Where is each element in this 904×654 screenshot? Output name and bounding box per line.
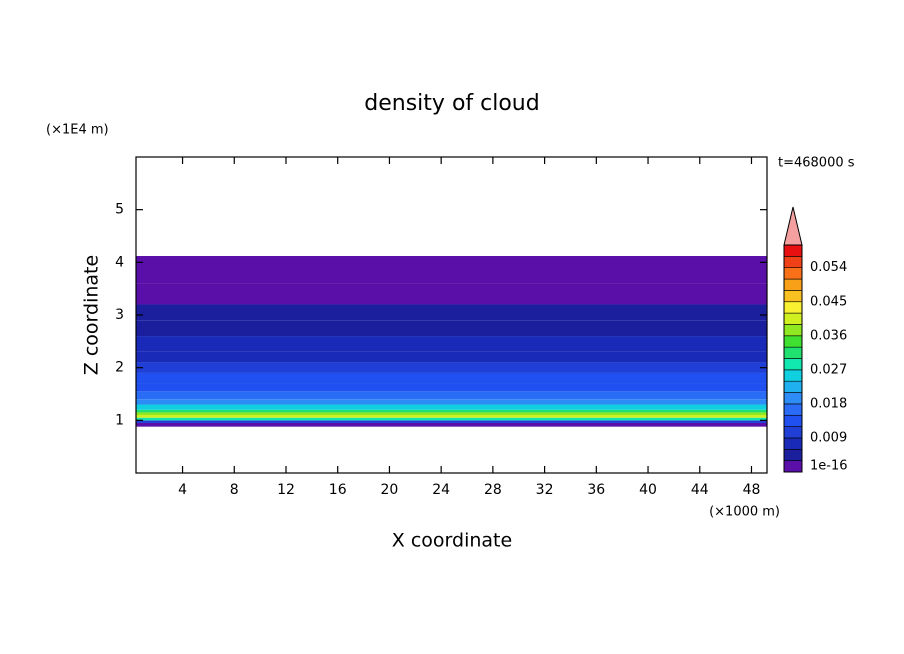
contour-band	[136, 409, 767, 413]
contour-band	[136, 362, 767, 373]
colorbar-label: 0.036	[810, 328, 847, 343]
colorbar-box	[783, 358, 803, 371]
x-tick-label: 36	[587, 482, 605, 498]
chart-title: density of cloud	[364, 91, 539, 116]
contour-band	[136, 256, 767, 284]
colorbar-box	[783, 403, 803, 416]
colorbar-box	[783, 335, 803, 348]
x-tick-label: 40	[639, 482, 657, 498]
y-tick-label: 2	[115, 360, 124, 376]
contour-band	[136, 412, 767, 416]
contour-band	[136, 351, 767, 363]
contour-band	[136, 420, 767, 423]
contour-band	[136, 391, 767, 400]
colorbar-box	[783, 369, 803, 382]
y-axis-label: Z coordinate	[81, 255, 103, 375]
colorbar-label: 0.054	[810, 260, 847, 275]
colorbar-box	[783, 460, 803, 473]
x-tick-label: 8	[230, 482, 239, 498]
colorbar-frame	[783, 244, 803, 473]
x-tick-label: 48	[743, 482, 761, 498]
contour-band	[136, 399, 767, 405]
contour-band	[136, 415, 767, 418]
colorbar-box	[783, 256, 803, 269]
colorbar-box	[783, 290, 803, 303]
y-tick-label: 1	[115, 412, 124, 428]
x-unit: (×1000 m)	[709, 505, 780, 520]
colorbar-box	[783, 267, 803, 280]
contour-band	[136, 372, 767, 384]
y-unit: (×1E4 m)	[46, 123, 109, 138]
y-tick-label: 5	[115, 202, 124, 218]
x-axis-label: X coordinate	[392, 530, 512, 552]
x-tick-label: 12	[277, 482, 295, 498]
contour-band	[136, 283, 767, 305]
colorbar-overflow	[783, 206, 803, 246]
colorbar-box	[783, 312, 803, 325]
colorbar-box	[783, 414, 803, 427]
x-tick-label: 4	[178, 482, 187, 498]
colorbar-label: 0.045	[810, 294, 847, 309]
colorbar-label: 1e-16	[810, 459, 848, 474]
colorbar-box	[783, 392, 803, 405]
colorbar-box	[783, 448, 803, 461]
x-tick-label: 20	[381, 482, 399, 498]
contour-band	[136, 320, 767, 337]
colorbar-label: 0.018	[810, 396, 847, 411]
colorbar-box	[783, 301, 803, 314]
x-tick-label: 24	[432, 482, 450, 498]
colorbar-label: 0.027	[810, 362, 847, 377]
colorbar-box	[783, 426, 803, 439]
y-tick-label: 4	[115, 254, 124, 270]
time-label: t=468000 s	[778, 156, 855, 171]
x-tick-label: 44	[691, 482, 709, 498]
colorbar-label: 0.009	[810, 430, 847, 445]
colorbar-box	[783, 278, 803, 291]
colorbar-box	[783, 244, 803, 257]
colorbar-box	[783, 324, 803, 337]
x-tick-label: 28	[484, 482, 502, 498]
x-tick-label: 16	[329, 482, 347, 498]
contour-band	[136, 417, 767, 421]
colorbar-box	[783, 437, 803, 450]
x-tick-label: 32	[536, 482, 554, 498]
contour-band	[136, 336, 767, 352]
plot-area	[136, 256, 767, 427]
contour-band	[136, 383, 767, 392]
contour-band	[136, 422, 767, 427]
colorbar-box	[783, 380, 803, 393]
colorbar-box	[783, 346, 803, 359]
contour-band	[136, 304, 767, 321]
y-tick-label: 3	[115, 307, 124, 323]
contour-band	[136, 404, 767, 410]
